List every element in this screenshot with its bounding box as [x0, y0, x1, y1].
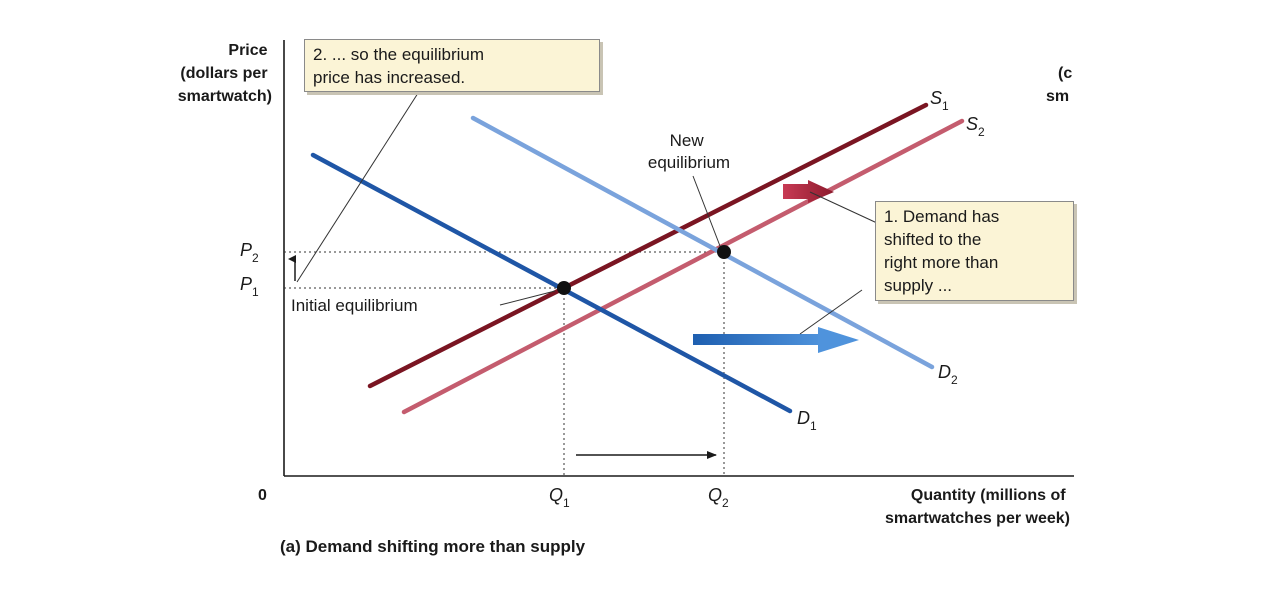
q1-tick-label-base: Q: [549, 485, 563, 505]
callout-price-leader: [296, 89, 421, 283]
q2-tick-label-base: Q: [708, 485, 722, 505]
d2-label: D2: [938, 362, 958, 387]
callout-price-line-2: price has increased.: [313, 68, 466, 87]
s2-label-base: S: [966, 114, 978, 134]
callout-demand-leader: [799, 289, 863, 335]
callout-supply-leader: [809, 191, 878, 224]
y-axis-title-line-2: (dollars per: [180, 65, 267, 82]
y-axis-title: Price (dollars per smartwatch): [178, 42, 272, 105]
y-axis-title-line-1: Price: [228, 42, 267, 59]
s2-label-sub: 2: [978, 125, 985, 139]
initial-equilibrium-leader: [499, 290, 556, 306]
cropped-right-text-line-1: (c: [1058, 65, 1072, 82]
s1-label: S1: [930, 88, 949, 113]
d2-label-sub: 2: [951, 373, 958, 387]
d1-label-sub: 1: [810, 419, 817, 433]
callout-demand-line-4: supply ...: [884, 276, 953, 295]
initial-equilibrium-point: [557, 281, 571, 295]
q2-tick-label: Q2: [708, 485, 729, 510]
callout-price-increased: 2. ... so the equilibrium price has incr…: [304, 39, 600, 92]
p2-tick-label: P2: [240, 240, 259, 265]
demand-shift-arrow-body: [693, 334, 823, 345]
q1-tick-label-sub: 1: [563, 496, 570, 510]
s2-label: S2: [966, 114, 985, 139]
new-equilibrium-label: New equilibrium: [648, 131, 730, 172]
s1-label-base: S: [930, 88, 942, 108]
p1-tick-label-base: P: [240, 274, 252, 294]
demand-curve-d2: [470, 115, 935, 370]
new-equilibrium-leader: [692, 175, 721, 247]
initial-equilibrium-label: Initial equilibrium: [291, 296, 418, 315]
d1-label-base: D: [797, 408, 810, 428]
y-axis-title-line-3: smartwatch): [178, 88, 272, 105]
new-equilibrium-label-line-1: New: [670, 131, 705, 150]
d2-label-base: D: [938, 362, 951, 382]
callout-demand-shift: 1. Demand has shifted to the right more …: [875, 201, 1074, 301]
cropped-right-text-line-2: sm: [1046, 88, 1069, 105]
x-axis-title: Quantity (millions of smartwatches per w…: [885, 487, 1070, 527]
new-equilibrium-label-line-2: equilibrium: [648, 153, 730, 172]
p2-tick-label-base: P: [240, 240, 252, 260]
new-equilibrium-point: [717, 245, 731, 259]
callout-demand-line-3: right more than: [884, 253, 999, 272]
callout-demand-line-1: 1. Demand has: [884, 207, 1000, 226]
demand-shift-arrow: [693, 327, 859, 353]
callout-demand-line-2: shifted to the: [884, 230, 982, 249]
leader-lines: [296, 89, 878, 335]
s1-label-sub: 1: [942, 99, 949, 113]
demand-shift-arrow-head: [818, 327, 859, 353]
supply-curve-s1: [367, 102, 929, 389]
figure-caption: (a) Demand shifting more than supply: [280, 537, 586, 556]
p2-tick-label-sub: 2: [252, 251, 259, 265]
x-axis-title-line-2: smartwatches per week): [885, 510, 1070, 527]
p1-tick-label-sub: 1: [252, 285, 259, 299]
cropped-right-text: (c sm: [1046, 65, 1077, 105]
demand-curve-d1: [310, 152, 793, 414]
d1-label: D1: [797, 408, 817, 433]
p1-tick-label: P1: [240, 274, 259, 299]
x-axis-title-line-1: Quantity (millions of: [911, 487, 1066, 504]
origin-label: 0: [258, 487, 267, 504]
q1-tick-label: Q1: [549, 485, 570, 510]
q2-tick-label-sub: 2: [722, 496, 729, 510]
guide-lines: [284, 251, 725, 476]
callout-price-line-1: 2. ... so the equilibrium: [313, 45, 485, 64]
supply-curve-s2: [401, 118, 965, 415]
